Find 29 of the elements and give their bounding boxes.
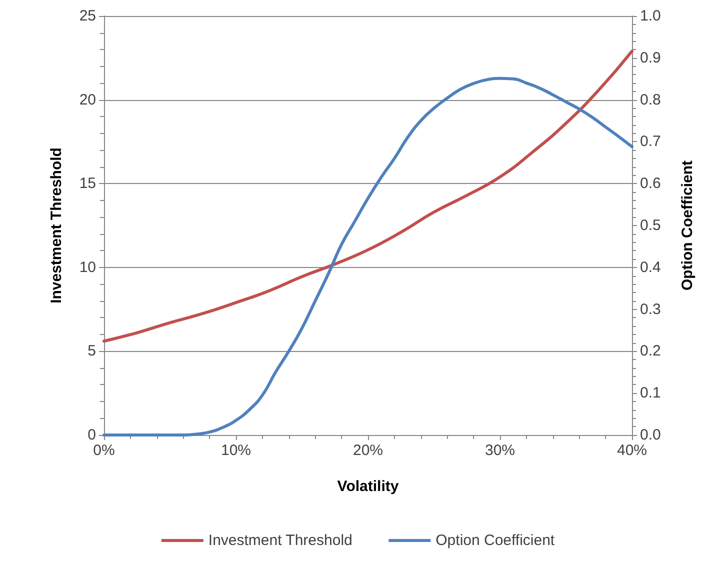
x-tick-label: 20% xyxy=(352,442,384,459)
y-tick-label: 10 xyxy=(79,258,96,276)
y2-tick-label: 0.7 xyxy=(640,133,661,150)
y2-tick-label: 0.2 xyxy=(640,342,661,360)
line-series xyxy=(102,76,634,436)
y2-tick-label: 1.0 xyxy=(640,8,661,24)
line-series xyxy=(102,50,634,343)
y-axis-title: Investment Threshold xyxy=(48,148,65,304)
y2-tick-label: 0.5 xyxy=(640,217,661,234)
y2-tick-label: 0.1 xyxy=(640,384,661,402)
y2-tick-label: 0.8 xyxy=(640,91,661,108)
y2-tick-label: 0.0 xyxy=(640,426,661,444)
y2-axis-title: Option Coefficient xyxy=(679,160,696,290)
y2-tick-label: 0.6 xyxy=(640,175,661,192)
legend-label: Investment Threshold xyxy=(208,532,352,549)
y-tick-label: 5 xyxy=(88,342,96,360)
x-tick-label: 10% xyxy=(220,442,252,459)
x-tick-label: 30% xyxy=(484,442,516,459)
x-tick-label: 40% xyxy=(616,442,648,459)
y-tick-label: 20 xyxy=(79,91,96,108)
legend-label: Option Coefficient xyxy=(436,532,556,549)
x-tick-label: 0% xyxy=(93,442,115,459)
y2-tick-label: 0.9 xyxy=(640,49,661,66)
y-tick-label: 15 xyxy=(79,175,96,192)
x-axis-title: Volatility xyxy=(337,478,400,495)
y2-tick-label: 0.3 xyxy=(640,300,661,318)
y-tick-label: 25 xyxy=(79,8,96,24)
y-tick-label: 0 xyxy=(88,426,96,444)
y2-tick-label: 0.4 xyxy=(640,258,661,276)
